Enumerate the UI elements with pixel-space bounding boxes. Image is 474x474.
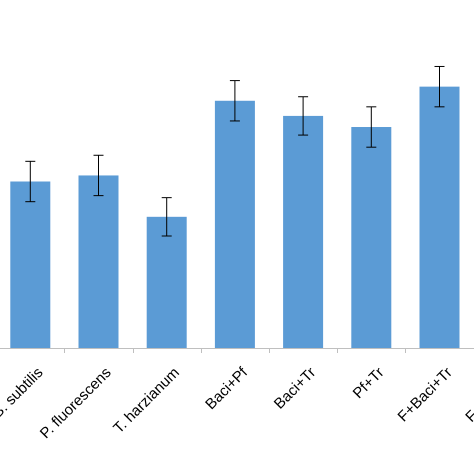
bars-layer (10, 86, 460, 349)
bar (283, 115, 324, 348)
x-tick-label: P. fluorescens (37, 364, 115, 442)
error-bar (366, 106, 377, 148)
x-tick-label: T. harzianum (110, 364, 183, 437)
x-tick-label: Baci+Pf (202, 364, 251, 413)
bar (214, 100, 255, 348)
bar (10, 181, 51, 348)
error-bar (161, 197, 172, 237)
x-tick-label: F+Baci+Tr (395, 364, 456, 425)
error-bar (93, 154, 104, 197)
error-bar (229, 80, 240, 122)
bar (351, 127, 392, 348)
x-tick-label: F+Baci+Pf (462, 364, 474, 426)
bar (78, 175, 119, 348)
x-tick-label: B. subtilis (0, 364, 46, 421)
error-bar (298, 96, 309, 136)
x-tick-marks (64, 348, 406, 353)
x-tick-label: Pf+Tr (350, 364, 388, 402)
error-bars-layer (25, 65, 445, 237)
error-bar (25, 160, 36, 203)
x-tick-label: Baci+Tr (271, 364, 319, 412)
bar (146, 216, 187, 348)
bar (419, 86, 460, 349)
error-bar (434, 65, 445, 108)
